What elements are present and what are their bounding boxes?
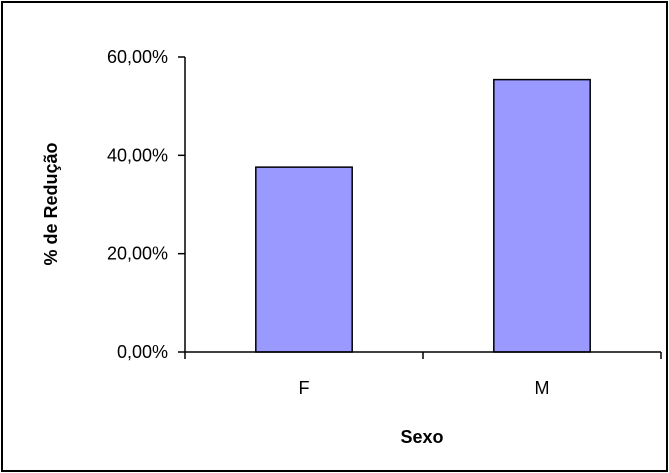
y-tick-label: 0,00% <box>117 342 168 362</box>
y-tick-label: 20,00% <box>107 244 168 264</box>
y-axis-tick-labels: 0,00% 20,00% 40,00% 60,00% <box>107 47 168 362</box>
bar-m <box>493 78 591 353</box>
y-tick-label: 60,00% <box>107 47 168 67</box>
y-axis-title: % de Redução <box>41 142 61 265</box>
x-axis-title: Sexo <box>400 427 443 447</box>
x-tick-label: M <box>535 378 550 398</box>
y-tick-label: 40,00% <box>107 145 168 165</box>
bars <box>255 78 591 353</box>
bar-f <box>255 166 353 353</box>
x-axis-ticks <box>184 352 662 359</box>
x-tick-label: F <box>299 378 310 398</box>
y-axis-ticks <box>178 56 185 353</box>
